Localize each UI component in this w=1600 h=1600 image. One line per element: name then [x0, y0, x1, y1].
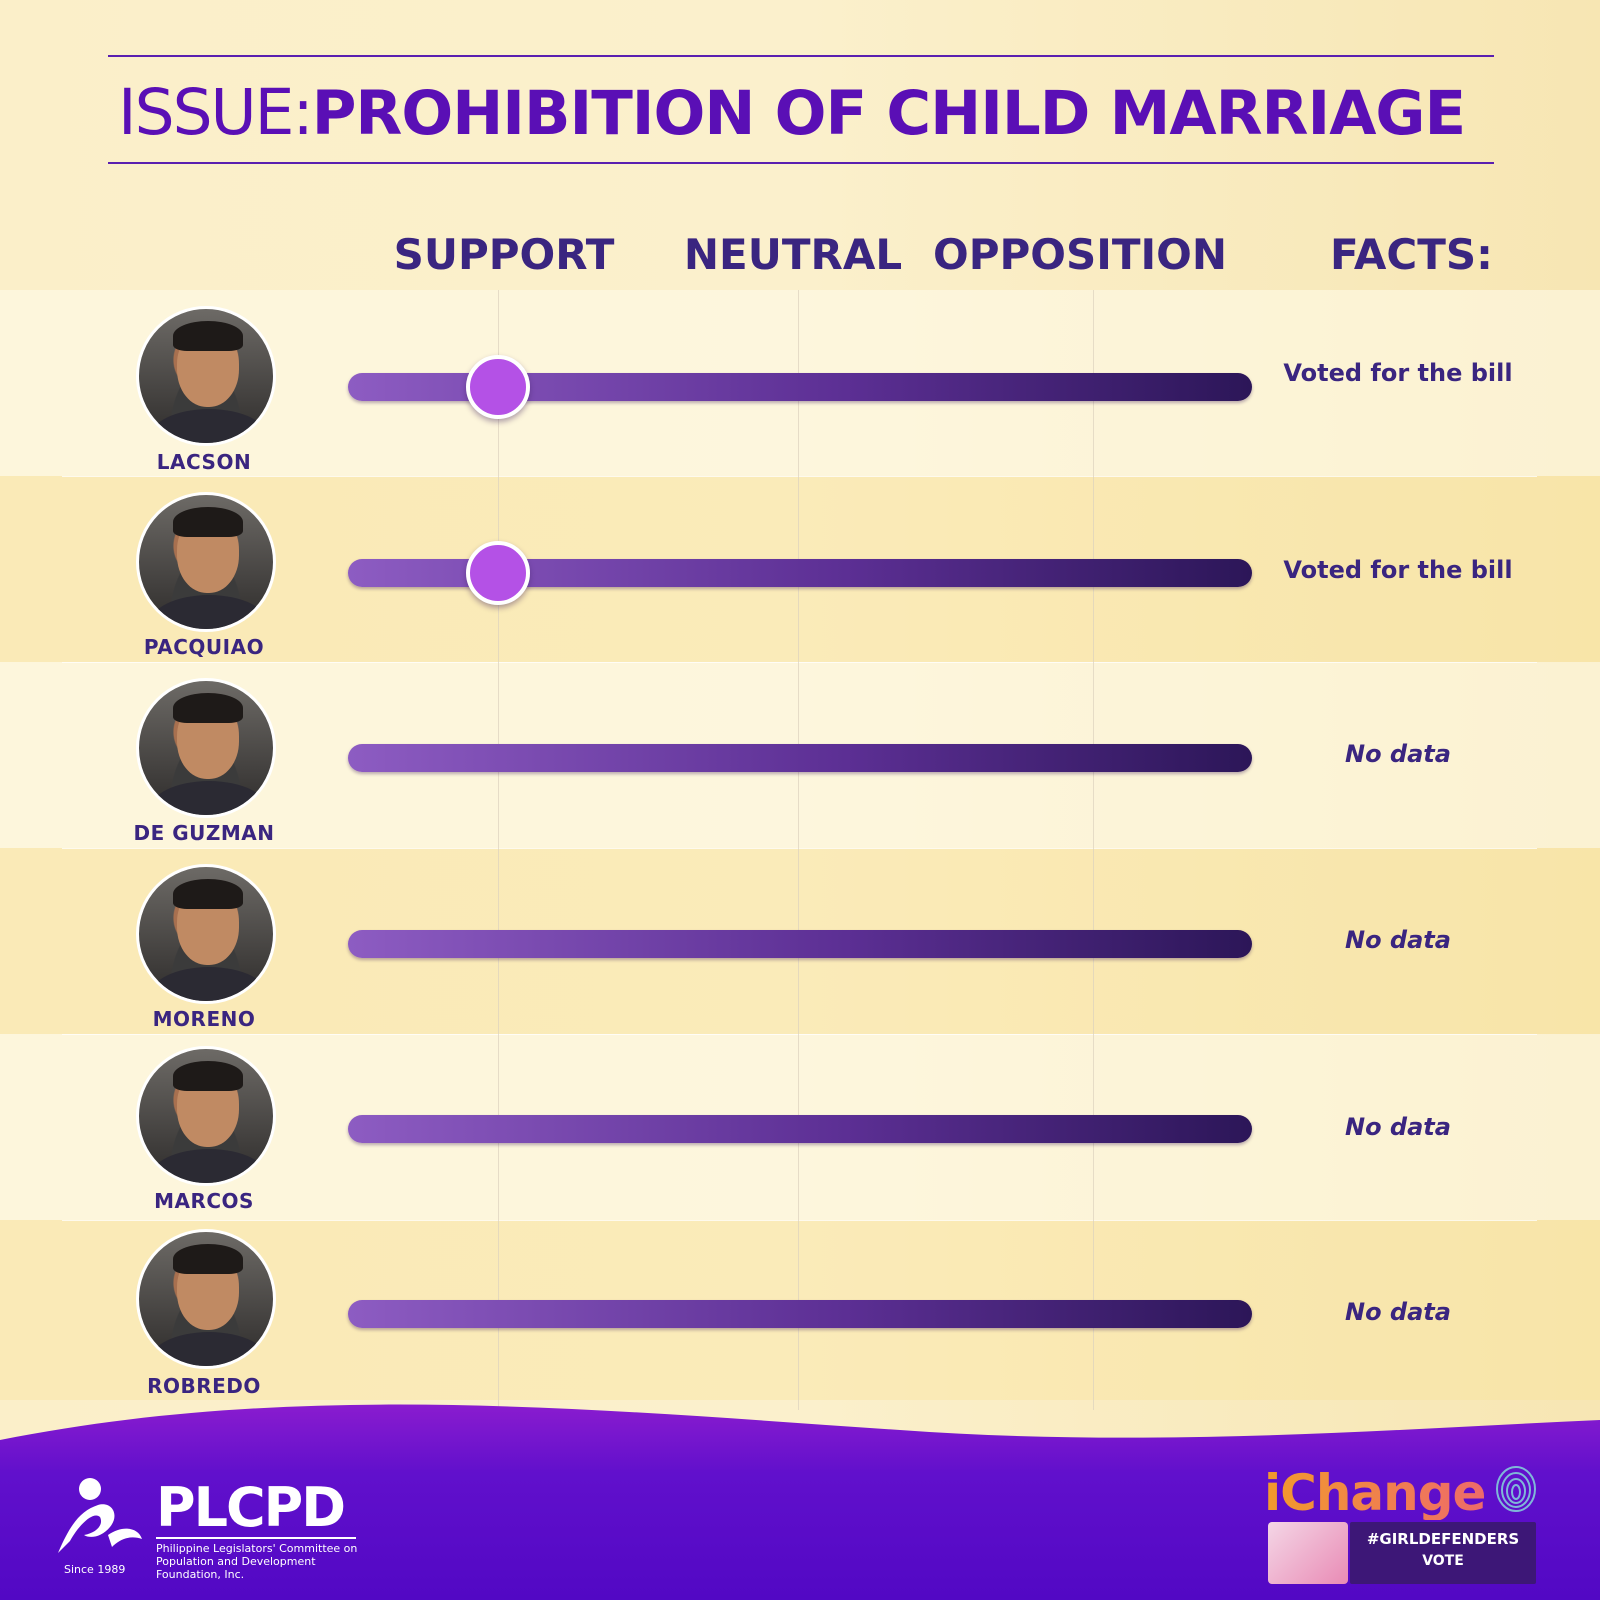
issue-title: PROHIBITION OF CHILD MARRIAGE [311, 78, 1466, 149]
title-bottom-rule [108, 162, 1494, 164]
candidate-avatar-robredo [136, 1229, 276, 1369]
stance-slider-track [348, 930, 1252, 958]
plcpd-wordmark: PLCPD [156, 1476, 346, 1539]
fact-text: No data [1345, 740, 1451, 768]
fact-text: No data [1345, 1298, 1451, 1326]
hashtag-badge [1350, 1522, 1536, 1584]
fact-text: No data [1345, 1113, 1451, 1141]
candidate-avatar-marcos [136, 1046, 276, 1186]
column-facts: FACTS: [1330, 230, 1493, 279]
page-title: ISSUE:PROHIBITION OF CHILD MARRIAGE [118, 76, 1518, 149]
fingerprint-icon [1496, 1466, 1536, 1512]
row-divider [62, 848, 1537, 849]
candidate-avatar-moreno [136, 864, 276, 1004]
plcpd-full-name: Philippine Legislators' Committee on Pop… [156, 1542, 358, 1581]
row-divider [62, 1220, 1537, 1221]
stance-knob-support [466, 541, 530, 605]
grid-line [798, 290, 799, 1410]
hashtag-text: #GIRLDEFENDERS [1366, 1530, 1520, 1548]
fact-text: Voted for the bill [1283, 556, 1513, 584]
column-opposition: OPPOSITION [933, 230, 1227, 279]
candidate-name: ROBREDO [147, 1374, 261, 1398]
stance-slider-track [348, 1115, 1252, 1143]
candidate-name: MORENO [152, 1007, 256, 1031]
candidate-name: PACQUIAO [143, 635, 265, 659]
grid-line [1093, 290, 1094, 1410]
issue-label: ISSUE: [118, 76, 314, 149]
stance-slider-track [348, 1300, 1252, 1328]
fact-text: Voted for the bill [1283, 359, 1513, 387]
row-divider [62, 662, 1537, 663]
row-divider [62, 476, 1537, 477]
grid-line [498, 290, 499, 1410]
candidate-name: DE GUZMAN [133, 821, 275, 845]
plcpd-since: Since 1989 [64, 1563, 126, 1576]
ichange-logo: iChange [1264, 1464, 1486, 1522]
footer-banner [0, 1404, 1600, 1600]
candidate-name: MARCOS [154, 1189, 254, 1213]
column-neutral: NEUTRAL [683, 230, 903, 279]
row-divider [62, 1034, 1537, 1035]
candidate-avatar-lacson [136, 306, 276, 446]
candidate-name: LACSON [156, 450, 252, 474]
candidate-avatar-de-guzman [136, 678, 276, 818]
stance-knob-support [466, 355, 530, 419]
plcpd-divider [156, 1537, 356, 1539]
hashtag-vote: VOTE [1422, 1553, 1464, 1569]
candidate-avatar-pacquiao [136, 492, 276, 632]
fact-text: No data [1345, 926, 1451, 954]
stance-slider-track [348, 744, 1252, 772]
column-support: SUPPORT [393, 230, 615, 279]
title-top-rule [108, 55, 1494, 57]
girl-defenders-illustration-icon [1268, 1522, 1348, 1584]
plcpd-figure-icon [58, 1478, 142, 1553]
